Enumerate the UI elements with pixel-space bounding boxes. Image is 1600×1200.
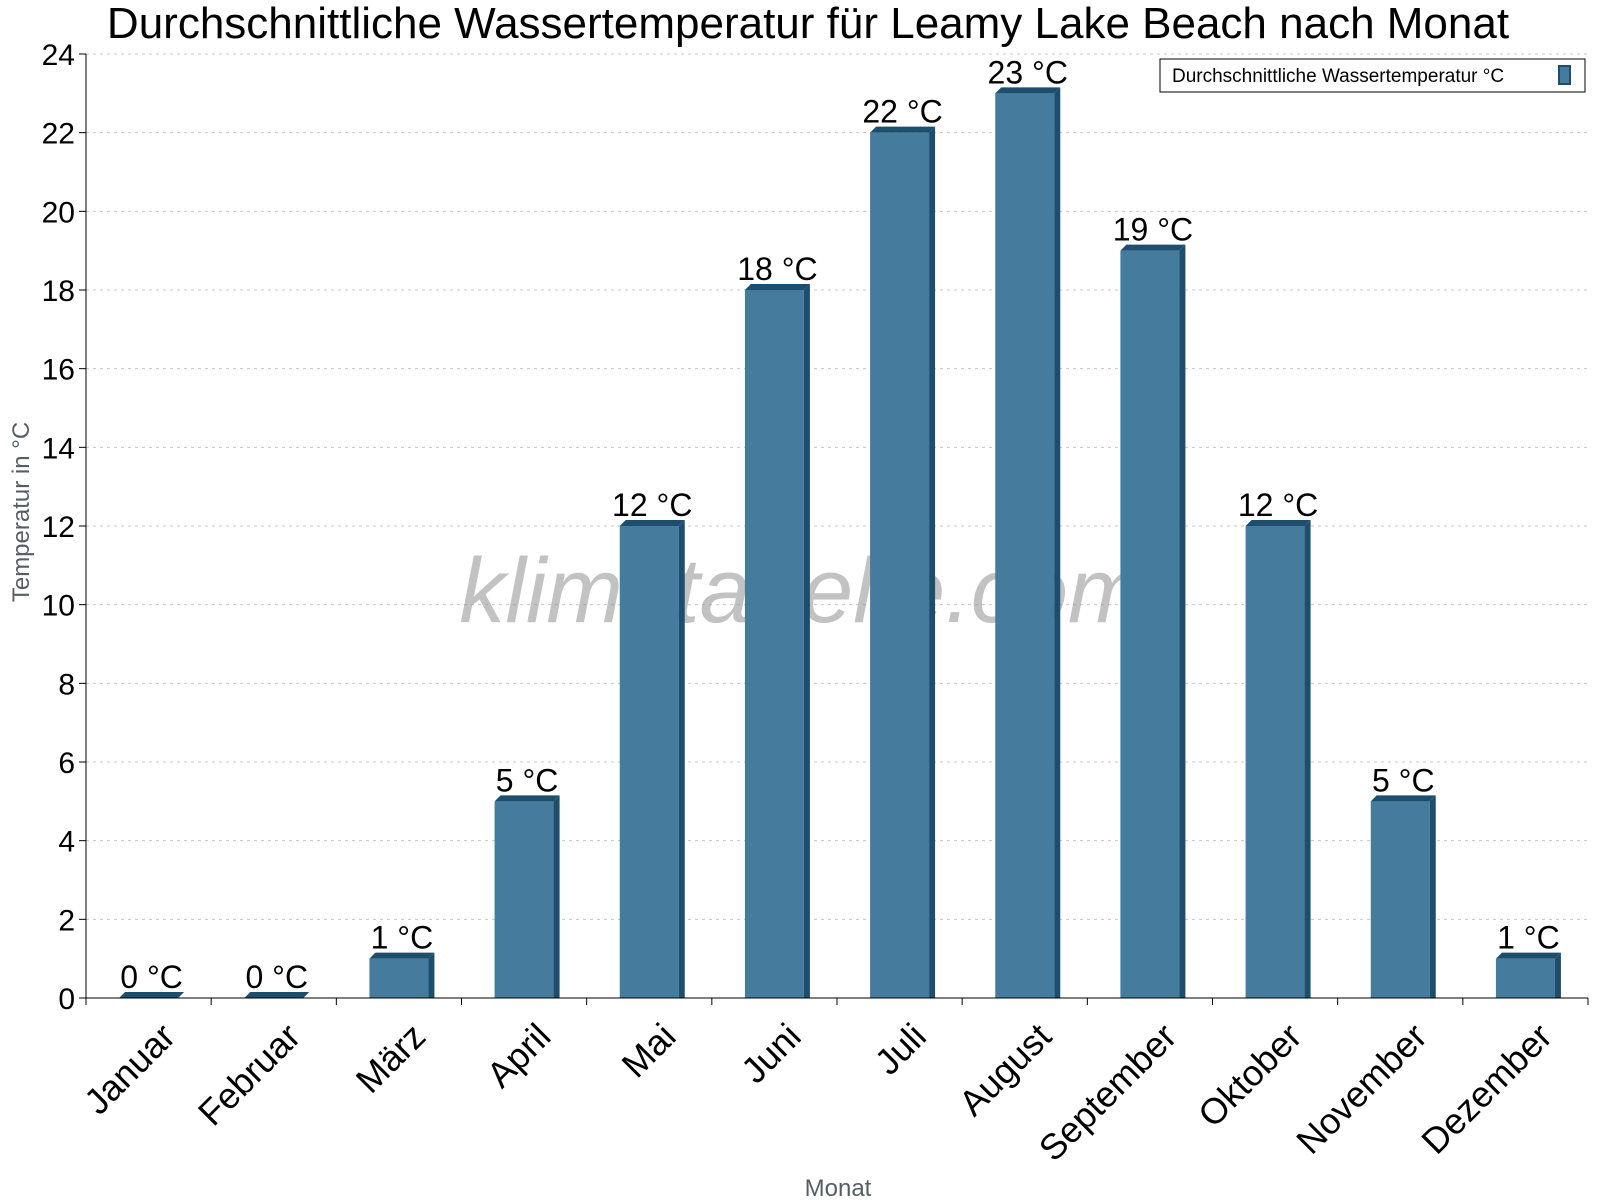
x-tick-label: August: [951, 1015, 1059, 1123]
x-tick-label: April: [478, 1015, 558, 1095]
bar-top: [744, 284, 810, 290]
legend-swatch: [1558, 65, 1571, 85]
y-tick-label: 14: [42, 432, 75, 465]
bar-top: [1120, 244, 1186, 251]
bar-top: [369, 952, 435, 959]
y-tick-label: 16: [42, 354, 75, 387]
bar-face: [619, 526, 679, 998]
bar: [1245, 520, 1311, 998]
legend: Durchschnittliche Wassertemperatur °C: [1159, 58, 1586, 93]
x-tick-label: Juli: [867, 1015, 934, 1082]
y-tick-label: 12: [42, 511, 75, 544]
data-label: 18 °C: [737, 251, 817, 287]
legend-box: [1159, 58, 1586, 93]
bar-top: [494, 795, 560, 802]
bar-side: [929, 126, 936, 998]
axes: [79, 53, 1589, 1005]
legend-label: Durchschnittliche Wassertemperatur °C: [1172, 66, 1504, 87]
y-tick-label: 8: [58, 668, 75, 701]
bar-top: [1245, 520, 1311, 526]
bar-top: [870, 126, 936, 133]
x-tick-label: Januar: [76, 1015, 183, 1122]
data-labels: 0 °C 0 °C 1 °C 5 °C 12 °C 18 °C 22 °C 23 °C 19 °…: [120, 54, 1559, 995]
data-label: 5 °C: [496, 762, 559, 798]
bar-side: [1179, 244, 1186, 998]
y-tick-label: 10: [42, 590, 75, 623]
bar-face: [870, 132, 930, 998]
bar-face: [744, 290, 804, 998]
bar-side: [553, 795, 560, 998]
x-tick-label: November: [1288, 1015, 1434, 1161]
y-tick-label: 18: [42, 275, 75, 308]
bars: [119, 87, 1561, 999]
bar: [619, 520, 685, 998]
bar-side: [1304, 520, 1311, 998]
bar-top: [619, 520, 685, 526]
bar: [1120, 244, 1186, 998]
data-label: 12 °C: [1238, 487, 1318, 523]
bar-side: [428, 952, 435, 998]
bar: [369, 952, 435, 998]
data-label: 23 °C: [988, 54, 1068, 90]
y-tick-label: 6: [58, 747, 75, 780]
grid-lines: [86, 53, 1588, 920]
bar-face: [494, 801, 554, 998]
bar: [744, 284, 810, 998]
bar-face: [1495, 958, 1555, 998]
bar-face: [1120, 250, 1180, 998]
bar: [244, 992, 310, 998]
bar-top: [995, 87, 1061, 94]
y-tick-label: 20: [42, 196, 75, 229]
bar: [995, 87, 1061, 999]
bar-face: [369, 958, 429, 998]
bar: [119, 992, 185, 998]
bar-top: [1495, 952, 1561, 959]
bar: [1370, 795, 1436, 998]
chart-title: Durchschnittliche Wassertemperatur für L…: [107, 0, 1509, 48]
bar: [494, 795, 560, 998]
bar-face: [1370, 801, 1430, 998]
x-tick-label: Februar: [190, 1015, 308, 1133]
bar: [870, 126, 936, 998]
y-tick-label: 4: [58, 826, 75, 859]
data-label: 5 °C: [1372, 762, 1435, 798]
data-label: 1 °C: [1497, 920, 1560, 956]
bar-side: [1554, 952, 1561, 998]
x-tick-label: März: [348, 1015, 434, 1101]
data-label: 22 °C: [862, 94, 942, 130]
x-tick-label: Mai: [614, 1015, 684, 1085]
data-label: 19 °C: [1113, 212, 1193, 248]
bar-side: [803, 284, 810, 998]
x-tick-label: Oktober: [1190, 1015, 1310, 1135]
bar-side: [1429, 795, 1436, 998]
bar-side: [1054, 87, 1061, 999]
bar-top: [1370, 795, 1436, 802]
x-tick-label: September: [1031, 1015, 1185, 1169]
x-axis-label: Monat: [805, 1175, 872, 1200]
data-label: 1 °C: [371, 920, 434, 956]
y-tick-label: 24: [42, 39, 75, 72]
x-tick-label: Dezember: [1413, 1015, 1559, 1161]
x-tick-label: Juni: [733, 1015, 809, 1091]
bar-face: [1245, 526, 1305, 998]
y-tick-label: 0: [58, 983, 75, 1016]
data-label: 0 °C: [245, 959, 308, 995]
bar-face: [995, 93, 1055, 999]
bar-top: [119, 992, 185, 998]
y-axis-label: Temperatur in °C: [8, 422, 35, 602]
bar-top: [244, 992, 310, 998]
y-tick-label: 22: [42, 118, 75, 151]
data-label: 0 °C: [120, 959, 183, 995]
y-tick-label: 2: [58, 904, 75, 937]
bar-side: [678, 520, 685, 998]
x-tick-labels: Januar Februar März April Mai Juni Juli AugustS…: [76, 1015, 1560, 1169]
data-label: 12 °C: [612, 487, 692, 523]
bar: [1495, 952, 1561, 998]
